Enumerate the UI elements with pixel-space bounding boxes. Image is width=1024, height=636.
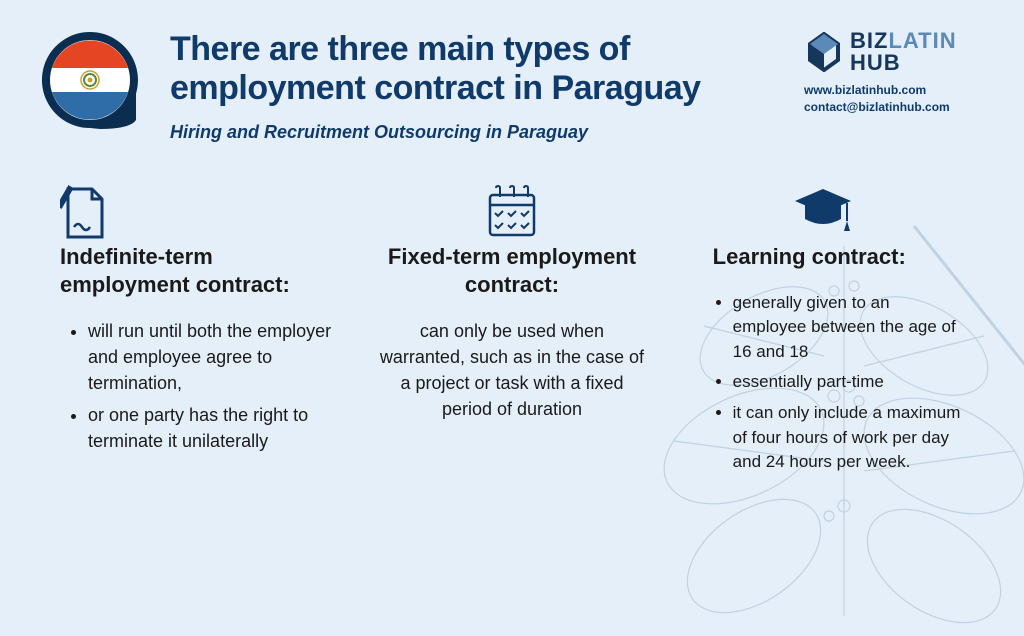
document-icon — [60, 185, 341, 243]
col-indefinite: Indefinite-term employment contract: wil… — [60, 185, 341, 481]
calendar-icon — [371, 185, 652, 243]
col-fixed: Fixed-term employment contract: can only… — [371, 185, 652, 481]
title-block: There are three main types of employment… — [170, 30, 804, 143]
logo-block: BIZLATIN HUB www.bizlatinhub.com contact… — [804, 30, 984, 116]
list-item: or one party has the right to terminate … — [88, 402, 341, 454]
col-title: Indefinite-term employment contract: — [60, 243, 341, 298]
col-title: Fixed-term employment contract: — [371, 243, 652, 298]
contact-url: www.bizlatinhub.com — [804, 82, 984, 99]
title-line-2: employment contract in Paraguay — [170, 69, 804, 108]
subtitle: Hiring and Recruitment Outsourcing in Pa… — [170, 122, 804, 143]
header: There are three main types of employment… — [0, 0, 1024, 155]
col-learning: Learning contract: generally given to an… — [683, 185, 964, 481]
col-list: generally given to an employee between t… — [683, 291, 964, 475]
title-line-1: There are three main types of — [170, 30, 804, 69]
list-item: will run until both the employer and emp… — [88, 318, 341, 396]
paraguay-flag-badge — [40, 30, 140, 130]
columns: Indefinite-term employment contract: wil… — [0, 155, 1024, 481]
col-list: will run until both the employer and emp… — [60, 318, 341, 454]
col-body: can only be used when warranted, such as… — [371, 318, 652, 422]
list-item: generally given to an employee between t… — [733, 291, 964, 365]
contact-email: contact@bizlatinhub.com — [804, 99, 984, 116]
logo-icon — [804, 32, 844, 72]
col-title: Learning contract: — [683, 243, 964, 271]
list-item: it can only include a maximum of four ho… — [733, 401, 964, 475]
grad-cap-icon — [683, 185, 964, 243]
list-item: essentially part-time — [733, 370, 964, 395]
